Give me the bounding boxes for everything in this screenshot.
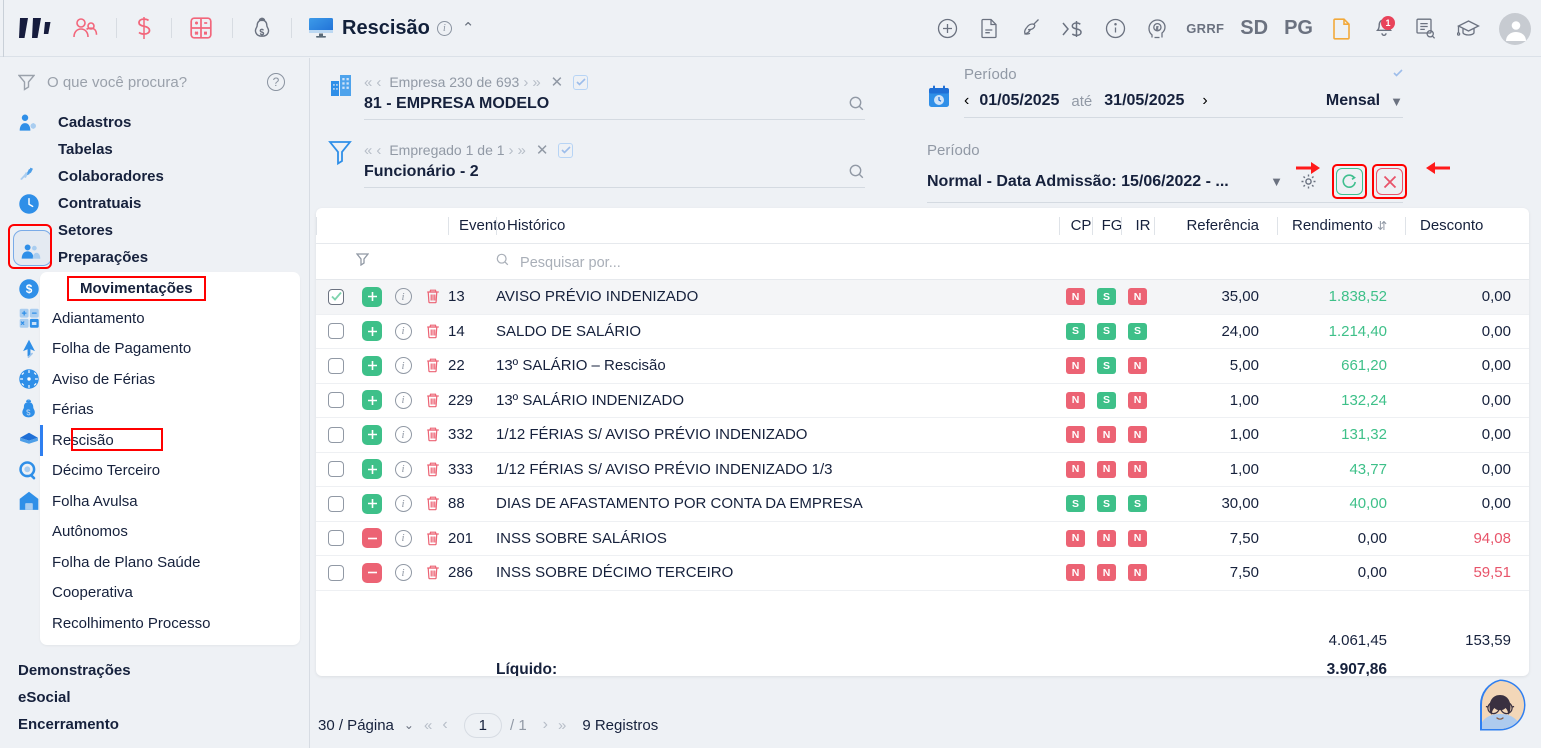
svg-text:$: $ xyxy=(26,282,33,296)
